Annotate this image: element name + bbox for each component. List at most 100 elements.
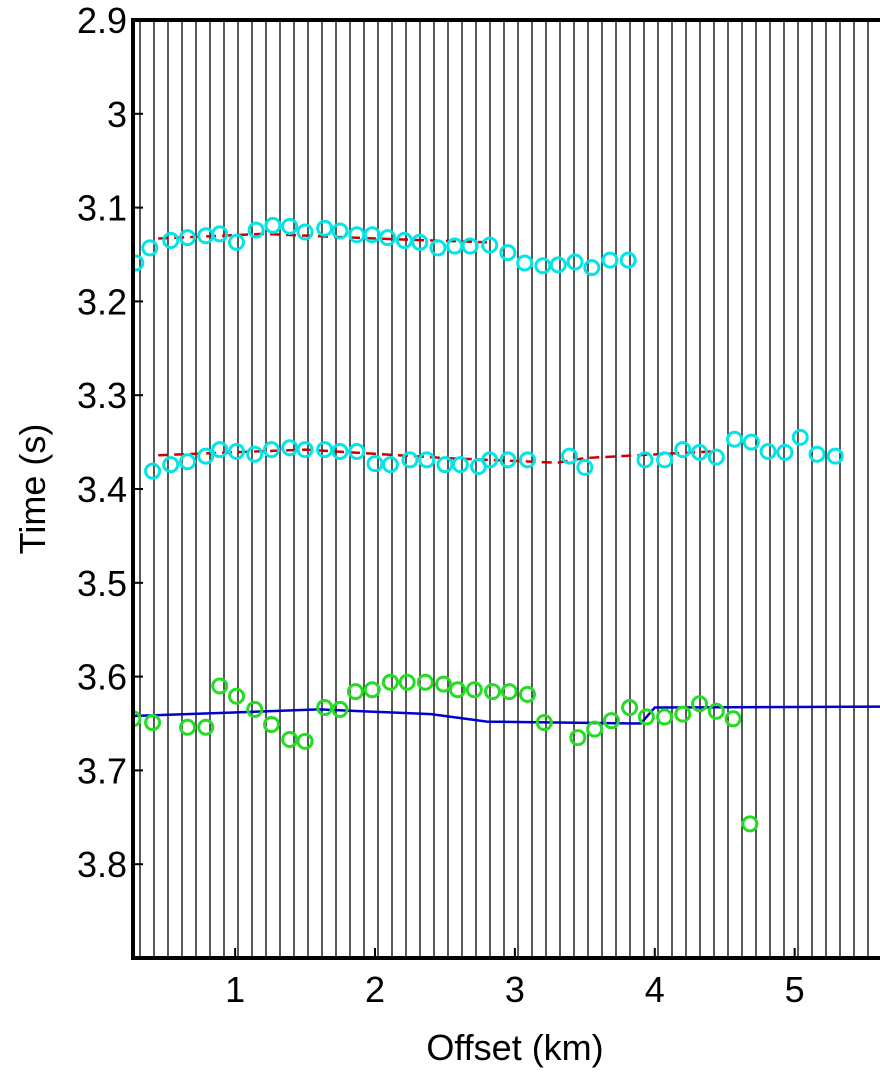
y-tick-label: 3.5 (77, 563, 127, 604)
pick-point (500, 683, 518, 701)
pick-point (461, 237, 479, 255)
pick-point (211, 677, 229, 695)
pick-point (348, 442, 366, 460)
pick-point (741, 815, 759, 833)
pick-point (296, 223, 314, 241)
pick-point (451, 456, 469, 474)
pick-point (621, 699, 639, 717)
pick-point (316, 219, 334, 237)
pick-point (346, 683, 364, 701)
pick-point (601, 251, 619, 269)
pick-point (246, 700, 264, 718)
pick-point (162, 231, 180, 249)
y-tick-label: 3.8 (77, 844, 127, 885)
pick-point (674, 705, 692, 723)
pick-point (619, 251, 637, 269)
pick-point (481, 236, 499, 254)
x-tick-label: 1 (225, 969, 245, 1010)
pick-point (674, 441, 692, 459)
pick-point (264, 216, 282, 234)
pick-point (363, 681, 381, 699)
pick-point (141, 239, 159, 257)
pick-layer (133, 216, 880, 833)
y-tick-label: 3.3 (77, 375, 127, 416)
pick-point (401, 451, 419, 469)
pick-point (560, 447, 578, 465)
pick-point (518, 451, 536, 469)
pick-point (481, 451, 499, 469)
pick-line (158, 232, 487, 244)
x-axis-label: Offset (km) (426, 1027, 603, 1068)
pick-point (656, 451, 674, 469)
pick-point (247, 221, 265, 239)
pick-point (429, 239, 447, 257)
pick-point (576, 458, 594, 476)
pick-point (281, 217, 299, 235)
x-tick-label: 4 (645, 969, 665, 1010)
y-tick-label: 2.9 (77, 0, 127, 41)
pick-point (246, 445, 264, 463)
x-tick-label: 5 (785, 969, 805, 1010)
pick-point (791, 428, 809, 446)
pick-point (211, 225, 229, 243)
pick-point (418, 451, 436, 469)
pick-point (197, 718, 215, 736)
pick-point (133, 254, 145, 272)
pick-point (636, 451, 654, 469)
pick-point (499, 451, 517, 469)
plot-frame (131, 18, 880, 960)
pick-point (516, 254, 534, 272)
pick-point (566, 253, 584, 271)
pick-line (133, 705, 880, 725)
pick-point (379, 229, 397, 247)
pick-point (398, 673, 416, 691)
pick-point (197, 447, 215, 465)
y-tick-label: 3.2 (77, 281, 127, 322)
pick-point (331, 442, 349, 460)
pick-point (602, 712, 620, 730)
pick-point (179, 453, 197, 471)
x-tick-label: 3 (505, 969, 525, 1010)
y-tick-label: 3 (107, 94, 127, 135)
pick-point (331, 222, 349, 240)
pick-point (133, 710, 142, 728)
pick-point (707, 448, 725, 466)
y-tick-label: 3.4 (77, 469, 127, 510)
pick-point (518, 685, 536, 703)
pick-point (535, 714, 553, 732)
pick-point (549, 256, 567, 274)
pick-point (484, 683, 502, 701)
pick-point (724, 710, 742, 728)
pick-point (348, 226, 366, 244)
x-tick-label: 2 (365, 969, 385, 1010)
pick-point (808, 445, 826, 463)
pick-point (499, 244, 517, 262)
y-tick-label: 3.6 (77, 657, 127, 698)
pick-point (691, 443, 709, 461)
pick-point (281, 439, 299, 457)
pick-point (656, 708, 674, 726)
pick-point (296, 732, 314, 750)
pick-point (228, 687, 246, 705)
pick-point (435, 675, 453, 693)
pick-point (395, 231, 413, 249)
pick-point (586, 720, 604, 738)
pick-point (144, 714, 162, 732)
pick-point (637, 708, 655, 726)
pick-point (316, 441, 334, 459)
pick-point (262, 441, 280, 459)
pick-point (296, 441, 314, 459)
pick-point (759, 442, 777, 460)
pick-point (144, 462, 162, 480)
pick-point (465, 681, 483, 699)
pick-point (179, 718, 197, 736)
pick-point (363, 226, 381, 244)
pick-point (411, 233, 429, 251)
pick-point (826, 447, 844, 465)
pick-point (742, 433, 760, 451)
pick-point (569, 729, 587, 747)
pick-point (449, 681, 467, 699)
pick-point (262, 715, 280, 733)
pick-point (366, 455, 384, 473)
